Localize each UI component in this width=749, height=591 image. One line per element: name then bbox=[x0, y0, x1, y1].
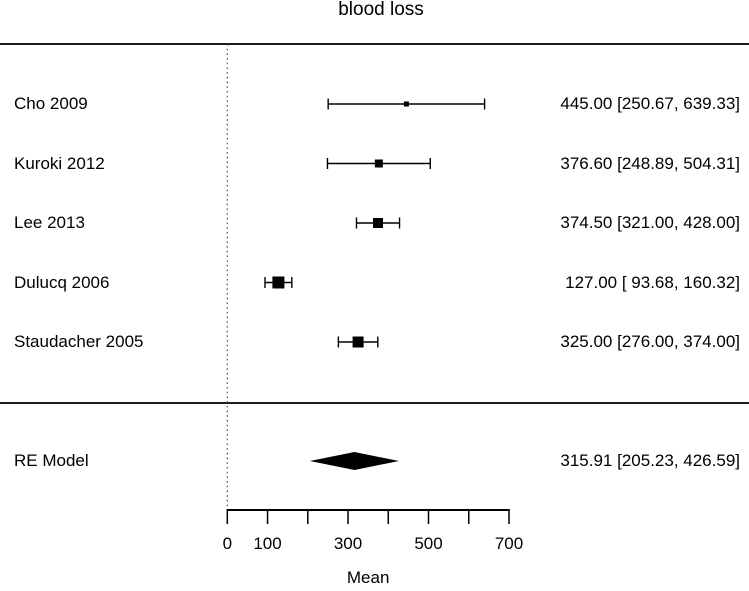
x-tick-label: 300 bbox=[333, 534, 363, 553]
mean-marker bbox=[352, 336, 364, 348]
summary-diamond bbox=[309, 452, 399, 470]
x-tick-label: 700 bbox=[494, 534, 524, 553]
study-annotation: 325.00 [276.00, 374.00] bbox=[560, 332, 740, 351]
study-annotation: 374.50 [321.00, 428.00] bbox=[560, 213, 740, 232]
study-label: Dulucq 2006 bbox=[14, 272, 110, 292]
mean-marker bbox=[373, 218, 384, 228]
mean-marker bbox=[374, 159, 383, 168]
summary-separator-line bbox=[0, 402, 749, 404]
mean-marker bbox=[403, 101, 409, 107]
summary-annotation: 315.91 [205.23, 426.59] bbox=[560, 451, 740, 470]
x-tick-label: 500 bbox=[414, 534, 443, 553]
x-axis-title: Mean bbox=[346, 567, 390, 587]
x-tick-label: 0 bbox=[222, 534, 233, 553]
study-label: Staudacher 2005 bbox=[14, 332, 144, 351]
study-annotation: 376.60 [248.89, 504.31] bbox=[560, 153, 740, 173]
study-label: Cho 2009 bbox=[14, 94, 88, 113]
study-label: Kuroki 2012 bbox=[14, 153, 105, 173]
top-separator-line bbox=[0, 43, 749, 45]
mean-marker bbox=[272, 276, 285, 289]
summary-label: RE Model bbox=[14, 451, 89, 470]
x-tick-label: 100 bbox=[253, 534, 282, 553]
study-annotation: 127.00 [ 93.68, 160.32] bbox=[565, 272, 740, 292]
chart-title: blood loss bbox=[338, 0, 424, 20]
study-label: Lee 2013 bbox=[14, 213, 85, 232]
study-annotation: 445.00 [250.67, 639.33] bbox=[560, 94, 740, 113]
